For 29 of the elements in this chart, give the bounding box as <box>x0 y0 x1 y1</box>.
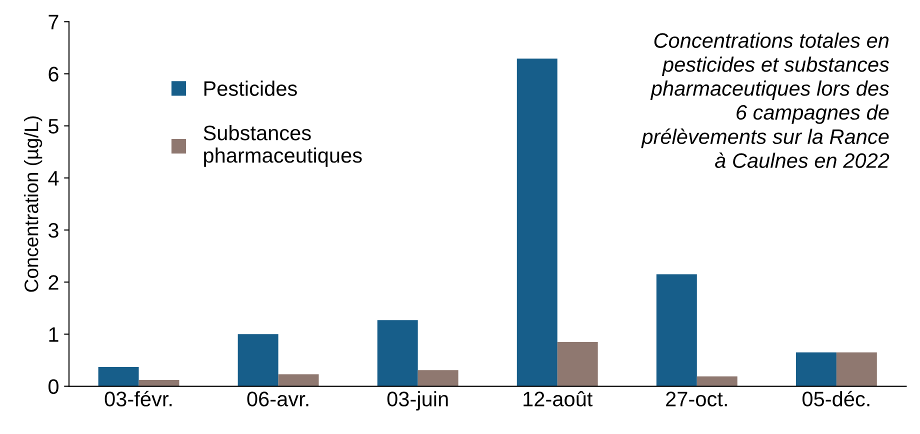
bar <box>98 366 139 386</box>
x-tick-label: 03-févr. <box>104 390 172 406</box>
bar <box>656 274 697 386</box>
bar <box>796 352 836 386</box>
x-tick-label: 03-juin <box>387 391 448 411</box>
bar <box>278 374 319 386</box>
y-tick-label: 7 <box>48 14 58 30</box>
x-tick-label: 27-oct. <box>666 392 727 406</box>
y-tick-label: 4 <box>48 171 59 186</box>
legend-label: Pesticides <box>204 80 297 96</box>
x-tick-label: 06-avr. <box>247 392 308 406</box>
bar <box>418 370 458 386</box>
bar <box>836 352 877 386</box>
bar <box>516 58 558 386</box>
y-tick-label: 1 <box>49 327 58 342</box>
bar <box>557 342 598 386</box>
y-tick-label: 2 <box>48 275 58 290</box>
x-tick-label: 05-déc. <box>802 390 870 406</box>
x-tick-label: 12-août <box>524 391 593 406</box>
bar <box>377 320 418 386</box>
legend-label: Substances pharmaceutiques <box>204 125 362 167</box>
y-tick-label: 0 <box>48 379 58 394</box>
bar <box>238 334 278 386</box>
y-tick-label: 5 <box>48 119 58 134</box>
y-tick-label: 3 <box>48 223 58 238</box>
annotation: Concentrations totales en pesticides et substances pharmaceutiques lors des 6 campagnes de prélèvements sur la Rance à Caulnes en 2022 <box>641 32 890 168</box>
y-axis-title: Concentration (µg/L) <box>24 116 42 292</box>
bar <box>696 376 738 386</box>
y-tick-label: 6 <box>48 66 58 82</box>
